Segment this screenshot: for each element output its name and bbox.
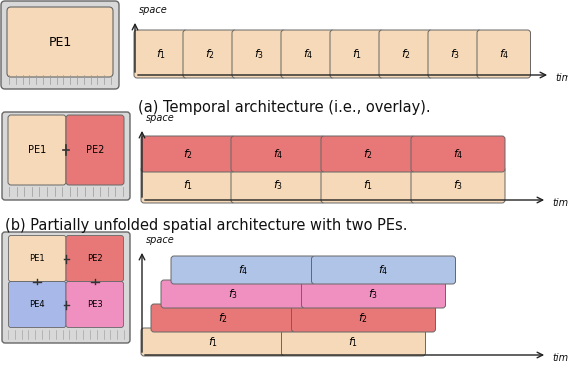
Text: $f_3$: $f_3$ [254, 47, 264, 61]
FancyBboxPatch shape [311, 256, 456, 284]
Text: $f_1$: $f_1$ [348, 335, 358, 349]
Text: $f_4$: $f_4$ [303, 47, 313, 61]
Text: $f_3$: $f_3$ [228, 287, 238, 301]
Text: $f_4$: $f_4$ [273, 147, 283, 161]
Text: $f_2$: $f_2$ [400, 47, 411, 61]
Text: space: space [139, 5, 168, 15]
Text: PE1: PE1 [48, 35, 72, 49]
FancyBboxPatch shape [7, 7, 113, 77]
Text: $f_3$: $f_3$ [450, 47, 460, 61]
Text: PE1: PE1 [28, 145, 46, 155]
Text: time: time [555, 73, 568, 83]
FancyBboxPatch shape [411, 136, 505, 172]
Text: $f_1$: $f_1$ [183, 178, 193, 192]
FancyBboxPatch shape [161, 280, 305, 308]
Text: space: space [146, 113, 175, 123]
FancyBboxPatch shape [411, 167, 505, 203]
FancyBboxPatch shape [2, 232, 130, 343]
Text: $f_2$: $f_2$ [363, 147, 373, 161]
Text: PE2: PE2 [87, 254, 103, 263]
Text: $f_2$: $f_2$ [183, 147, 193, 161]
Text: time: time [552, 353, 568, 363]
FancyBboxPatch shape [291, 304, 436, 332]
FancyBboxPatch shape [428, 30, 482, 78]
Text: PE2: PE2 [86, 145, 104, 155]
FancyBboxPatch shape [171, 256, 315, 284]
FancyBboxPatch shape [141, 328, 285, 356]
FancyBboxPatch shape [231, 167, 325, 203]
Text: $f_2$: $f_2$ [218, 311, 228, 325]
Text: $f_3$: $f_3$ [273, 178, 283, 192]
Text: space: space [146, 235, 175, 245]
Text: (b) Partially unfolded spatial architecture with two PEs.: (b) Partially unfolded spatial architect… [5, 218, 407, 233]
Text: time: time [552, 198, 568, 208]
Text: $f_1$: $f_1$ [156, 47, 166, 61]
FancyBboxPatch shape [302, 280, 445, 308]
FancyBboxPatch shape [66, 115, 124, 185]
FancyBboxPatch shape [282, 328, 425, 356]
FancyBboxPatch shape [134, 30, 187, 78]
Text: $f_1$: $f_1$ [352, 47, 362, 61]
Text: $f_2$: $f_2$ [204, 47, 215, 61]
FancyBboxPatch shape [141, 167, 235, 203]
FancyBboxPatch shape [8, 115, 66, 185]
Text: $f_1$: $f_1$ [363, 178, 373, 192]
Text: PE1: PE1 [30, 254, 45, 263]
FancyBboxPatch shape [9, 282, 66, 328]
FancyBboxPatch shape [477, 30, 531, 78]
Text: PE4: PE4 [30, 300, 45, 309]
FancyBboxPatch shape [9, 236, 66, 282]
Text: $f_3$: $f_3$ [369, 287, 379, 301]
FancyBboxPatch shape [141, 136, 235, 172]
FancyBboxPatch shape [232, 30, 286, 78]
Text: $f_2$: $f_2$ [358, 311, 369, 325]
FancyBboxPatch shape [2, 112, 130, 200]
FancyBboxPatch shape [66, 236, 123, 282]
FancyBboxPatch shape [183, 30, 236, 78]
Text: $f_4$: $f_4$ [378, 263, 389, 277]
FancyBboxPatch shape [1, 1, 119, 89]
Text: PE3: PE3 [87, 300, 103, 309]
FancyBboxPatch shape [231, 136, 325, 172]
FancyBboxPatch shape [321, 136, 415, 172]
Text: $f_1$: $f_1$ [208, 335, 218, 349]
FancyBboxPatch shape [321, 167, 415, 203]
Text: $f_4$: $f_4$ [499, 47, 509, 61]
Text: (a) Temporal architecture (i.e., overlay).: (a) Temporal architecture (i.e., overlay… [137, 100, 431, 115]
Text: $f_4$: $f_4$ [238, 263, 248, 277]
Text: $f_4$: $f_4$ [453, 147, 463, 161]
Text: $f_3$: $f_3$ [453, 178, 463, 192]
FancyBboxPatch shape [379, 30, 432, 78]
FancyBboxPatch shape [281, 30, 335, 78]
FancyBboxPatch shape [151, 304, 295, 332]
FancyBboxPatch shape [330, 30, 383, 78]
FancyBboxPatch shape [66, 282, 123, 328]
